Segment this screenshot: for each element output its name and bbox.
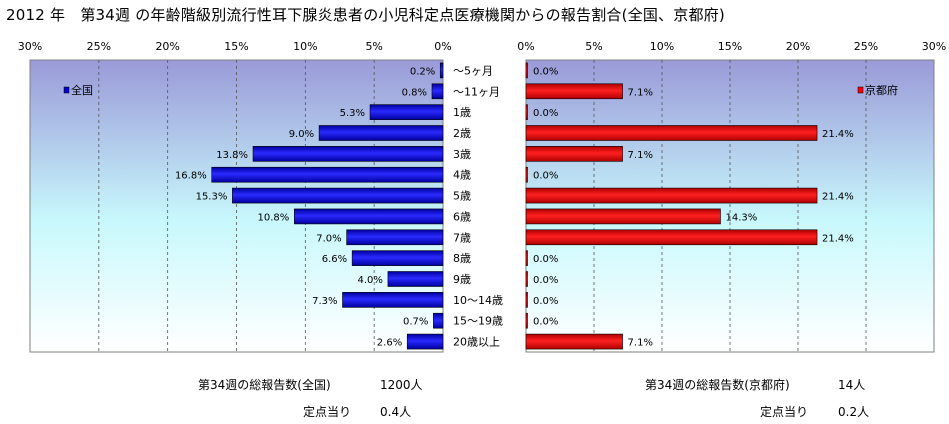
kyoto-bar <box>525 62 528 79</box>
national-data-label: 0.8% <box>402 87 427 98</box>
kyoto-data-label: 0.0% <box>533 66 558 77</box>
kyoto-data-label: 0.0% <box>533 254 558 265</box>
national-data-label: 2.6% <box>377 338 402 349</box>
national-bar <box>211 166 444 183</box>
national-tick-label: 5% <box>365 40 382 53</box>
national-bar <box>346 229 444 246</box>
national-bar <box>351 250 444 266</box>
kyoto-bar <box>525 208 721 225</box>
kyoto-tick-label: 30% <box>922 40 946 53</box>
kyoto-data-label: 0.0% <box>533 275 558 286</box>
kyoto-tick-label: 5% <box>585 40 602 53</box>
national-bar <box>431 83 444 100</box>
category-label: 1歳 <box>453 106 471 119</box>
kyoto-data-label: 7.1% <box>628 150 653 161</box>
national-bar <box>342 292 444 308</box>
national-tick-label: 0% <box>434 40 451 53</box>
national-data-label: 5.3% <box>340 108 365 119</box>
national-tick-label: 20% <box>155 40 179 53</box>
kyoto-data-label: 7.1% <box>628 87 653 98</box>
kyoto-bar <box>525 271 528 287</box>
kyoto-bar <box>525 83 623 100</box>
kyoto-tick-label: 20% <box>786 40 810 53</box>
kyoto-bar <box>525 292 528 308</box>
chart-title: 2012 年 第34週 の年齢階級別流行性耳下腺炎患者の小児科定点医療機関からの… <box>6 6 725 24</box>
kyoto-bar <box>525 229 818 246</box>
national-data-label: 10.8% <box>258 212 290 223</box>
kyoto-bar <box>525 166 528 183</box>
kyoto-data-label: 7.1% <box>628 338 653 349</box>
kyoto-data-label: 21.4% <box>822 233 854 244</box>
kyoto-data-label: 0.0% <box>533 108 558 119</box>
national-bar <box>252 146 444 162</box>
kyoto-data-label: 0.0% <box>533 171 558 182</box>
national-data-label: 0.7% <box>403 317 428 328</box>
national-data-label: 13.8% <box>216 150 248 161</box>
kyoto-bar <box>525 104 528 120</box>
national-data-label: 9.0% <box>289 129 314 140</box>
national-legend-label: 全国 <box>71 83 93 97</box>
kyoto-bar <box>525 250 528 266</box>
kyoto-per-site-label: 定点当り <box>760 405 809 419</box>
national-legend-swatch <box>63 86 70 94</box>
category-label: 15～19歳 <box>453 315 503 328</box>
national-per-site-value: 0.4人 <box>380 405 412 419</box>
national-data-label: 6.6% <box>322 254 347 265</box>
kyoto-data-label: 0.0% <box>533 317 558 328</box>
kyoto-tick-label: 0% <box>517 40 534 53</box>
category-label: 20歳以上 <box>453 336 500 349</box>
kyoto-bar <box>525 146 623 162</box>
kyoto-legend-label: 京都府 <box>865 83 898 97</box>
national-data-label: 7.3% <box>312 296 337 307</box>
national-data-label: 16.8% <box>175 171 207 182</box>
category-label: 3歳 <box>453 148 471 161</box>
kyoto-bar <box>525 125 818 141</box>
population-pyramid-chart: 0% 5% 10% 15% 20% 25% 30% 0.2% 0.8% 5.3% 9.0% 13.8%… <box>18 40 946 353</box>
kyoto-data-label: 21.4% <box>822 192 854 203</box>
national-bar <box>406 333 444 350</box>
national-tick-label: 10% <box>293 40 317 53</box>
category-label: 7歳 <box>453 231 471 244</box>
national-bar <box>387 271 444 287</box>
kyoto-total-label: 第34週の総報告数(京都府) <box>645 378 790 392</box>
kyoto-tick-label: 25% <box>854 40 878 53</box>
national-data-label: 15.3% <box>196 192 228 203</box>
national-data-label: 0.2% <box>410 66 435 77</box>
category-label: ～5ヶ月 <box>453 64 493 77</box>
national-per-site-label: 定点当り <box>303 405 352 419</box>
national-bar <box>318 125 444 141</box>
kyoto-total-value: 14人 <box>838 378 866 392</box>
national-bar <box>294 208 444 225</box>
category-label: 9歳 <box>453 273 471 286</box>
kyoto-bar <box>525 187 818 204</box>
national-data-label: 4.0% <box>358 275 383 286</box>
national-bar <box>439 62 444 79</box>
national-total-value: 1200人 <box>380 378 423 392</box>
national-tick-label: 25% <box>87 40 111 53</box>
national-bar <box>232 187 444 204</box>
kyoto-bar <box>525 312 528 329</box>
national-tick-label: 15% <box>224 40 248 53</box>
kyoto-data-label: 0.0% <box>533 296 558 307</box>
kyoto-legend-swatch <box>857 86 864 94</box>
national-bar <box>369 104 444 120</box>
category-label: ～11ヶ月 <box>453 85 500 98</box>
kyoto-data-label: 14.3% <box>725 212 757 223</box>
national-bar <box>433 312 444 329</box>
kyoto-per-site-value: 0.2人 <box>838 405 870 419</box>
kyoto-tick-label: 10% <box>650 40 674 53</box>
category-label: 10～14歳 <box>453 294 503 307</box>
category-label: 5歳 <box>453 190 471 203</box>
category-label: 2歳 <box>453 127 471 140</box>
category-label: 4歳 <box>453 169 471 182</box>
category-label: 8歳 <box>453 252 471 265</box>
national-data-label: 7.0% <box>316 233 341 244</box>
kyoto-tick-label: 15% <box>718 40 742 53</box>
kyoto-data-label: 21.4% <box>822 129 854 140</box>
national-total-label: 第34週の総報告数(全国) <box>198 378 331 392</box>
national-tick-label: 30% <box>18 40 42 53</box>
kyoto-bar <box>525 333 623 350</box>
category-label: 6歳 <box>453 210 471 223</box>
